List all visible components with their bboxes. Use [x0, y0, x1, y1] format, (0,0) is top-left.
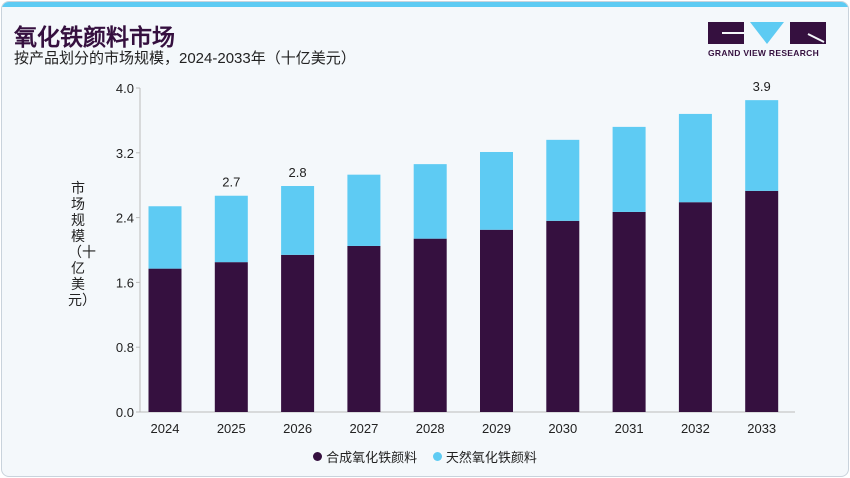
- x-tick-label: 2027: [349, 421, 378, 436]
- bar-natural-2024: [148, 206, 182, 269]
- legend-label: 天然氧化铁颜料: [445, 450, 537, 465]
- bar-natural-2028: [413, 164, 447, 239]
- grand-view-research-logo: [708, 22, 826, 44]
- x-tick-label: 2025: [217, 421, 246, 436]
- bar-synthetic-2032: [678, 202, 712, 412]
- y-tick-label: 1.6: [116, 275, 134, 290]
- bar-synthetic-2025: [214, 262, 248, 412]
- bar-synthetic-2026: [281, 254, 315, 412]
- bar-natural-2025: [214, 195, 248, 263]
- data-label: 2.7: [222, 175, 240, 190]
- x-tick-label: 2024: [151, 421, 180, 436]
- bar-natural-2032: [678, 113, 712, 203]
- bar-synthetic-2033: [745, 190, 779, 412]
- legend-swatch: [313, 452, 323, 461]
- x-tick-label: 2030: [548, 421, 577, 436]
- bar-synthetic-2024: [148, 268, 182, 412]
- legend-swatch: [432, 452, 442, 461]
- y-tick-label: 2.4: [116, 211, 134, 226]
- y-tick-label: 0.0: [116, 405, 134, 420]
- bar-natural-2026: [281, 186, 315, 255]
- logo-text: GRAND VIEW RESEARCH: [708, 48, 820, 58]
- bar-natural-2029: [480, 151, 513, 230]
- data-label: 2.8: [289, 165, 307, 180]
- y-tick-label: 0.8: [116, 340, 134, 355]
- bar-synthetic-2029: [480, 229, 513, 412]
- legend: 合成氧化铁颜料 天然氧化铁颜料: [0, 447, 850, 466]
- legend-item-synthetic: 合成氧化铁颜料: [313, 447, 417, 466]
- x-tick-label: 2029: [482, 421, 511, 436]
- bar-natural-2030: [546, 139, 580, 221]
- legend-label: 合成氧化铁颜料: [326, 450, 418, 465]
- chart-subtitle: 按产品划分的市场规模，2024-2033年（十亿美元）: [14, 50, 356, 67]
- bar-natural-2027: [347, 174, 381, 246]
- bar-natural-2033: [745, 100, 779, 191]
- legend-item-natural: 天然氧化铁颜料: [432, 447, 537, 466]
- bar-synthetic-2030: [546, 220, 580, 412]
- x-tick-label: 2026: [283, 421, 312, 436]
- x-tick-label: 2033: [747, 421, 776, 436]
- data-label: 3.9: [753, 79, 771, 94]
- accent-strip: [2, 2, 848, 7]
- y-tick-label: 3.2: [116, 146, 134, 161]
- bar-synthetic-2028: [413, 238, 447, 412]
- x-tick-label: 2031: [615, 421, 644, 436]
- x-tick-label: 2032: [681, 421, 710, 436]
- bar-synthetic-2027: [347, 245, 381, 412]
- bar-natural-2031: [612, 126, 646, 212]
- chart-title: 氧化铁颜料市场: [14, 24, 175, 50]
- y-tick-label: 4.0: [116, 81, 134, 96]
- x-tick-label: 2028: [416, 421, 445, 436]
- bar-synthetic-2031: [612, 211, 646, 412]
